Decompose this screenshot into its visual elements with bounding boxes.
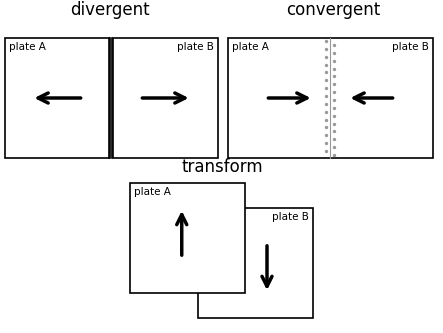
- Point: [330, 137, 338, 142]
- Bar: [130, 183, 245, 293]
- Bar: [198, 208, 313, 318]
- Text: transform: transform: [181, 158, 263, 176]
- Point: [323, 141, 330, 146]
- Point: [330, 50, 338, 56]
- Text: plate B: plate B: [392, 42, 429, 52]
- Bar: [113, 38, 218, 158]
- Point: [323, 38, 330, 44]
- Point: [323, 93, 330, 99]
- Point: [323, 70, 330, 75]
- Bar: [228, 38, 433, 158]
- Point: [323, 133, 330, 138]
- Point: [330, 74, 338, 79]
- Text: plate A: plate A: [232, 42, 269, 52]
- Text: divergent: divergent: [70, 1, 150, 19]
- Point: [323, 149, 330, 154]
- Point: [330, 129, 338, 134]
- Point: [330, 82, 338, 87]
- Point: [330, 42, 338, 48]
- Point: [323, 54, 330, 59]
- Point: [323, 101, 330, 107]
- Point: [323, 125, 330, 130]
- Text: plate A: plate A: [134, 187, 171, 197]
- Point: [323, 78, 330, 83]
- Point: [330, 66, 338, 71]
- Point: [330, 97, 338, 103]
- Point: [330, 145, 338, 150]
- Point: [330, 90, 338, 95]
- Text: plate A: plate A: [9, 42, 46, 52]
- Point: [323, 46, 330, 52]
- Point: [330, 113, 338, 118]
- Text: convergent: convergent: [286, 1, 380, 19]
- Bar: [5, 38, 110, 158]
- Point: [323, 109, 330, 115]
- Point: [330, 152, 338, 158]
- Point: [323, 86, 330, 91]
- Point: [330, 121, 338, 126]
- Text: plate B: plate B: [177, 42, 214, 52]
- Point: [323, 117, 330, 122]
- Text: plate B: plate B: [272, 212, 309, 222]
- Point: [330, 105, 338, 111]
- Point: [330, 58, 338, 63]
- Point: [323, 62, 330, 67]
